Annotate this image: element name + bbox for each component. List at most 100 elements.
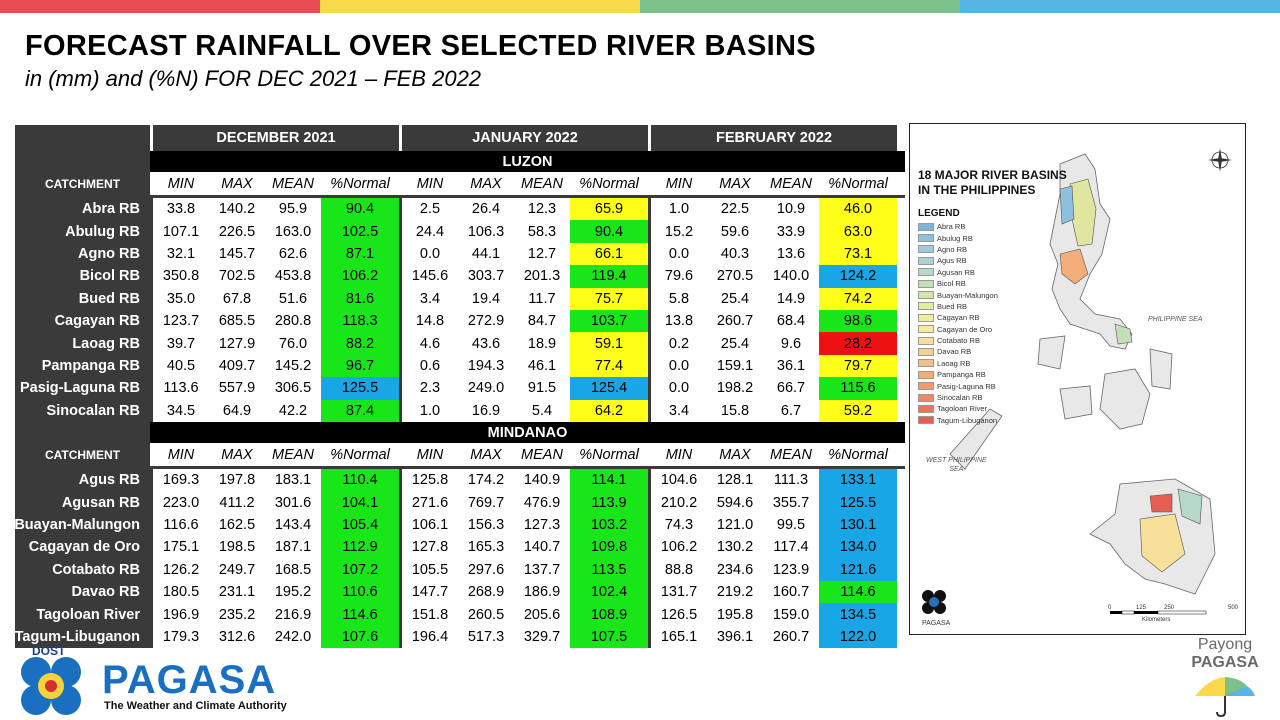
- pct-normal-cell: 124.2: [819, 265, 897, 288]
- max-cell: 234.6: [707, 558, 763, 581]
- legend-swatch: [918, 222, 934, 231]
- max-cell: 270.5: [707, 265, 763, 288]
- legend-label: Pasig-Laguna RB: [937, 381, 996, 391]
- region-row-luzon: LUZON: [15, 151, 905, 172]
- mean-cell: 127.3: [514, 513, 570, 537]
- sea-label-west: WEST PHILIPPINE SEA: [926, 457, 987, 473]
- cell-gap: [648, 513, 651, 537]
- pct-normal-cell: 134.0: [819, 536, 897, 559]
- min-cell: 196.9: [153, 603, 209, 626]
- legend-label: Bicol RB: [937, 279, 966, 289]
- mean-cell: 13.6: [763, 242, 819, 266]
- scale-tick-0: 0: [1108, 605, 1112, 611]
- table-row: Cotabato RB 126.2 249.7 168.5 107.2 105.5 297.…: [15, 558, 905, 581]
- umbrella-icon: [1195, 677, 1255, 718]
- dost-label: DOST: [32, 644, 66, 658]
- legend-label: Abulug RB: [937, 233, 973, 243]
- cell-gap: [399, 603, 402, 626]
- legend-label: Agusan RB: [937, 267, 975, 277]
- mean-cell: 306.5: [265, 377, 321, 400]
- pct-normal-cell: 88.2: [321, 332, 399, 355]
- legend-swatch: [918, 416, 934, 425]
- cell-gap: [150, 558, 153, 581]
- pct-normal-cell: 134.5: [819, 603, 897, 626]
- pct-normal-cell: 46.0: [819, 198, 897, 221]
- col-gap: [648, 443, 651, 466]
- cell-gap: [399, 377, 402, 400]
- mean-cell: 12.3: [514, 198, 570, 221]
- cell-gap: [399, 513, 402, 537]
- catchment-name: Abra RB: [15, 198, 150, 221]
- pct-normal-cell: 114.6: [819, 581, 897, 604]
- pct-normal-cell: 122.0: [819, 625, 897, 649]
- page-subtitle: in (mm) and (%N) FOR DEC 2021 – FEB 2022: [25, 66, 482, 91]
- min-cell: 40.5: [153, 354, 209, 378]
- max-cell: 121.0: [707, 513, 763, 537]
- max-cell: 40.3: [707, 242, 763, 266]
- legend-label: Agus RB: [937, 256, 967, 266]
- scale-tick-250: 250: [1164, 605, 1175, 611]
- col-header-min: MIN: [153, 443, 209, 466]
- max-cell: 303.7: [458, 265, 514, 288]
- region-blank: [15, 422, 150, 443]
- min-cell: 34.5: [153, 399, 209, 422]
- pct-normal-cell: 96.7: [321, 354, 399, 378]
- mean-cell: 355.7: [763, 491, 819, 514]
- mean-cell: 145.2: [265, 354, 321, 378]
- mean-cell: 11.7: [514, 287, 570, 310]
- cell-gap: [399, 310, 402, 333]
- payong-pagasa-logo: Payong PAGASA: [1175, 636, 1275, 720]
- pct-normal-cell: 102.4: [570, 581, 648, 604]
- catchment-name: Abulug RB: [15, 220, 150, 243]
- mean-cell: 62.6: [265, 242, 321, 266]
- catchment-name: Tagum-Libuganon: [15, 625, 150, 649]
- max-cell: 19.4: [458, 287, 514, 310]
- pct-normal-cell: 98.6: [819, 310, 897, 333]
- max-cell: 127.9: [209, 332, 265, 355]
- map-pagasa-label: PAGASA: [922, 620, 951, 627]
- catchment-name: Bicol RB: [15, 265, 150, 288]
- top-bar-red: [0, 0, 320, 13]
- cell-gap: [399, 265, 402, 288]
- max-cell: 198.5: [209, 536, 265, 559]
- pct-normal-cell: 74.2: [819, 287, 897, 310]
- scale-tick-125: 125: [1136, 605, 1147, 611]
- cell-gap: [399, 220, 402, 243]
- min-cell: 180.5: [153, 581, 209, 604]
- top-color-bar: [0, 0, 1280, 13]
- col-header-max: MAX: [458, 172, 514, 195]
- cell-gap: [399, 242, 402, 266]
- col-header-pct-normal: %Normal: [321, 172, 399, 195]
- pct-normal-cell: 118.3: [321, 310, 399, 333]
- mean-cell: 453.8: [265, 265, 321, 288]
- col-header-pct-normal: %Normal: [819, 172, 897, 195]
- col-header-max: MAX: [707, 443, 763, 466]
- mean-cell: 143.4: [265, 513, 321, 537]
- min-cell: 223.0: [153, 491, 209, 514]
- cell-gap: [150, 242, 153, 266]
- pct-normal-cell: 77.4: [570, 354, 648, 378]
- month-header-2: FEBRUARY 2022: [651, 125, 897, 151]
- min-cell: 123.7: [153, 310, 209, 333]
- mean-cell: 5.4: [514, 399, 570, 422]
- min-cell: 113.6: [153, 377, 209, 400]
- legend-item: Cagayan RB: [918, 312, 998, 323]
- col-header-max: MAX: [209, 443, 265, 466]
- max-cell: 409.7: [209, 354, 265, 378]
- cagayan-de-oro-basin: [1149, 493, 1173, 513]
- min-cell: 106.1: [402, 513, 458, 537]
- table-row: Tagoloan River 196.9 235.2 216.9 114.6 151.8 2…: [15, 603, 905, 626]
- min-cell: 1.0: [651, 198, 707, 221]
- legend-swatch: [918, 382, 934, 391]
- pct-normal-cell: 114.1: [570, 469, 648, 492]
- cell-gap: [150, 536, 153, 559]
- payong-pagasa-label: PAGASA: [1191, 654, 1259, 671]
- pct-normal-cell: 73.1: [819, 242, 897, 266]
- catchment-name: Pampanga RB: [15, 354, 150, 378]
- pct-normal-cell: 75.7: [570, 287, 648, 310]
- col-header-max: MAX: [707, 172, 763, 195]
- mean-cell: 42.2: [265, 399, 321, 422]
- legend-swatch: [918, 245, 934, 254]
- cell-gap: [648, 558, 651, 581]
- pct-normal-cell: 125.5: [819, 491, 897, 514]
